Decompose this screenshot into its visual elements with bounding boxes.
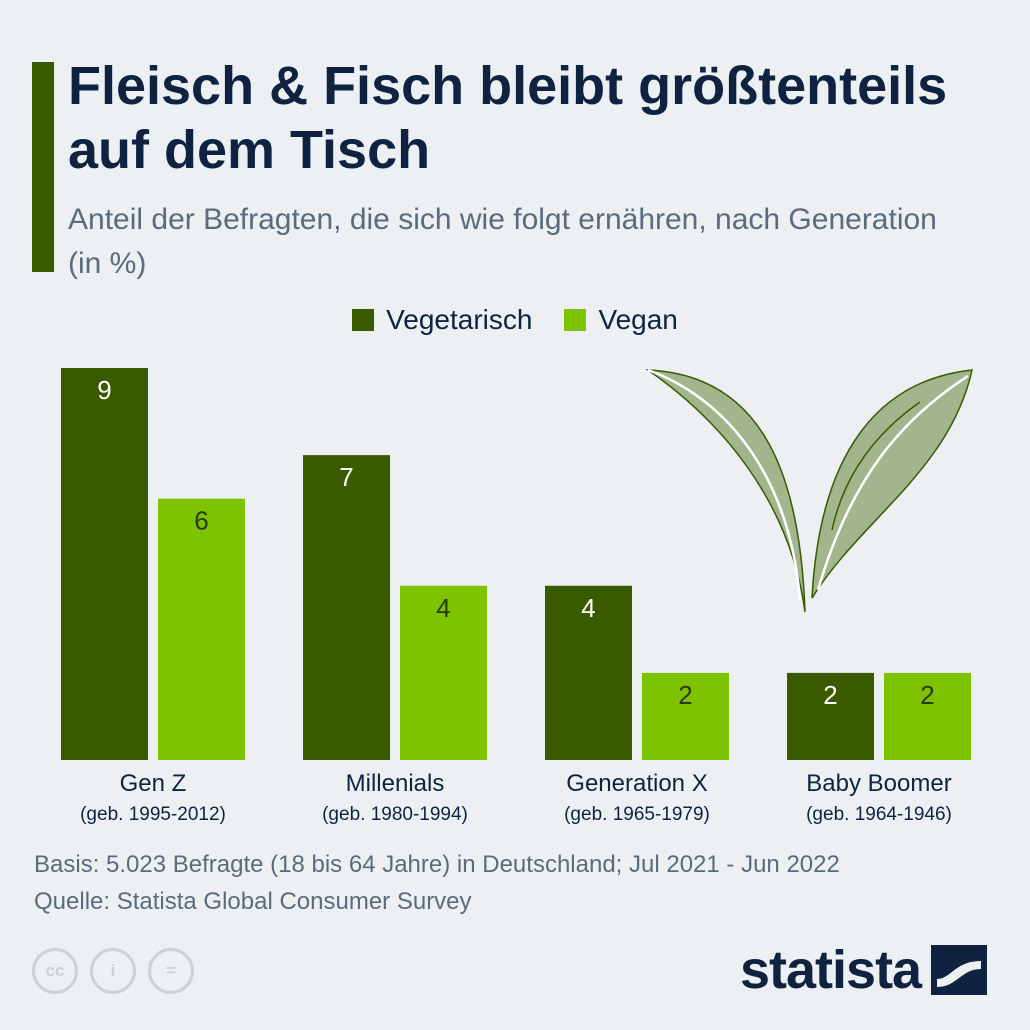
legend-swatch-vegetarisch xyxy=(352,309,375,331)
bar-vegan-3 xyxy=(884,672,971,760)
statista-logo-text: statista xyxy=(740,940,922,1000)
bar-vegan-0 xyxy=(158,498,245,760)
bar-chart: 9 6 7 4 4 2 2 2 Gen Z (geb. 1995-2012) Millenials… xyxy=(61,368,973,825)
bars-group: 9 6 7 4 4 2 2 2 xyxy=(61,368,971,760)
data-label-vegetarisch-2: 4 xyxy=(581,593,595,623)
legend-item-vegan: Vegan xyxy=(564,304,678,336)
statista-logo[interactable]: statista xyxy=(740,940,988,1000)
footer: Basis: 5.023 Befragte (18 bis 64 Jahre) … xyxy=(34,846,994,920)
footer-basis: Basis: 5.023 Befragte (18 bis 64 Jahre) … xyxy=(34,851,840,878)
leaf-illustration xyxy=(645,368,973,613)
category-label-3: Baby Boomer xyxy=(806,770,951,797)
category-labels-group: Gen Z (geb. 1995-2012) Millenials (geb. 198… xyxy=(80,770,952,825)
chart-subtitle: Anteil der Befragten, die sich wie folgt… xyxy=(68,203,937,280)
data-label-vegetarisch-3: 2 xyxy=(823,680,837,710)
no-derivatives-icon[interactable]: = xyxy=(148,948,194,994)
legend-label-vegetarisch: Vegetarisch xyxy=(386,304,533,335)
category-sublabel-2: (geb. 1965-1979) xyxy=(564,804,710,825)
legend-label-vegan: Vegan xyxy=(598,304,678,335)
bar-vegetarisch-1 xyxy=(303,455,390,760)
legend-item-vegetarisch: Vegetarisch xyxy=(352,304,532,336)
bar-vegetarisch-3 xyxy=(787,672,874,760)
data-label-vegan-3: 2 xyxy=(920,680,934,710)
bar-vegetarisch-2 xyxy=(545,585,632,760)
category-sublabel-0: (geb. 1995-2012) xyxy=(80,804,226,825)
category-label-0: Gen Z xyxy=(120,770,187,797)
bar-vegan-2 xyxy=(642,672,729,760)
data-label-vegetarisch-1: 7 xyxy=(339,462,353,492)
footer-source: Quelle: Statista Global Consumer Survey xyxy=(34,888,472,915)
category-sublabel-1: (geb. 1980-1994) xyxy=(322,804,468,825)
bar-vegan-1 xyxy=(400,585,487,760)
bar-vegetarisch-0 xyxy=(61,368,148,760)
license-icons: cc i = xyxy=(32,948,194,994)
category-label-1: Millenials xyxy=(346,770,445,797)
chart-title: Fleisch & Fisch bleibt größtenteils auf … xyxy=(68,56,948,180)
data-label-vegan-1: 4 xyxy=(436,593,450,623)
attribution-icon[interactable]: i xyxy=(90,948,136,994)
data-label-vegan-2: 2 xyxy=(678,680,692,710)
statista-logo-icon xyxy=(931,945,988,995)
category-label-2: Generation X xyxy=(566,770,707,797)
creative-commons-icon[interactable]: cc xyxy=(32,948,78,994)
data-label-vegan-0: 6 xyxy=(194,506,208,536)
legend-swatch-vegan xyxy=(564,309,587,331)
chart-legend: Vegetarisch Vegan xyxy=(0,304,1030,336)
data-label-vegetarisch-0: 9 xyxy=(97,375,111,405)
category-sublabel-3: (geb. 1964-1946) xyxy=(806,804,952,825)
title-accent-bar xyxy=(32,62,54,272)
